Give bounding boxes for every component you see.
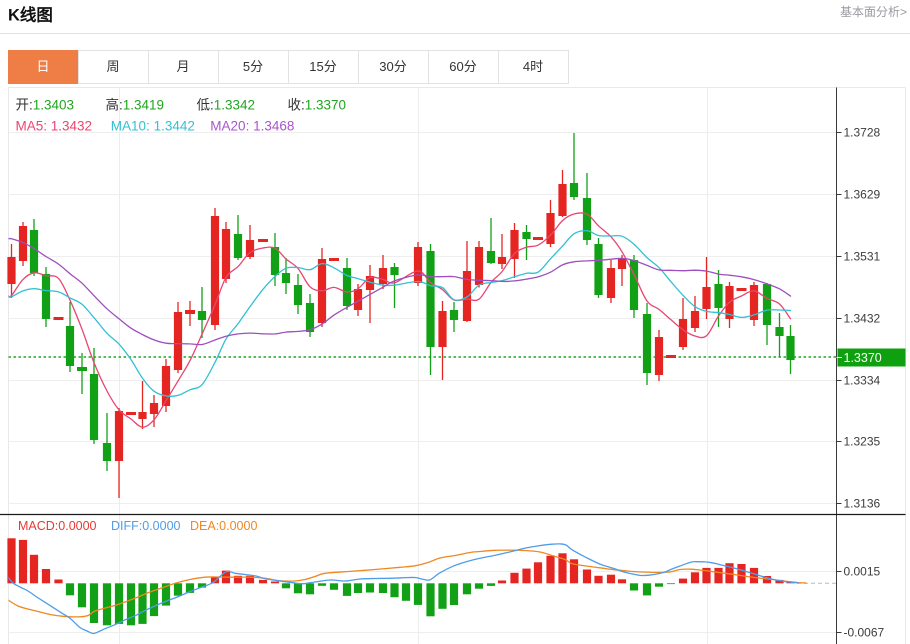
svg-text:1.3370: 1.3370: [844, 351, 882, 365]
svg-text:4时: 4时: [523, 59, 543, 74]
svg-text:月: 月: [176, 59, 189, 74]
svg-text:DIFF:0.0000: DIFF:0.0000: [111, 519, 181, 533]
svg-text:5分: 5分: [243, 59, 263, 74]
svg-text:MACD:0.0000: MACD:0.0000: [18, 519, 97, 533]
svg-text:30分: 30分: [379, 59, 406, 74]
svg-text:-0.0067: -0.0067: [844, 626, 885, 640]
svg-text:60分: 60分: [449, 59, 476, 74]
svg-text:1.3432: 1.3432: [844, 312, 881, 326]
svg-text:15分: 15分: [309, 59, 336, 74]
svg-text:K线图: K线图: [8, 5, 53, 25]
svg-text:1.3136: 1.3136: [844, 497, 881, 511]
svg-text:1.3334: 1.3334: [844, 374, 881, 388]
svg-text:DEA:0.0000: DEA:0.0000: [190, 519, 257, 533]
svg-text:1.3728: 1.3728: [844, 126, 881, 140]
svg-text:周: 周: [106, 59, 119, 74]
svg-text:1.3531: 1.3531: [844, 250, 881, 264]
svg-text:1.3235: 1.3235: [844, 435, 881, 449]
svg-text:0.0015: 0.0015: [844, 565, 881, 579]
svg-text:日: 日: [36, 59, 49, 74]
svg-text:基本面分析>: 基本面分析>: [840, 5, 907, 19]
svg-text:1.3629: 1.3629: [844, 188, 881, 202]
